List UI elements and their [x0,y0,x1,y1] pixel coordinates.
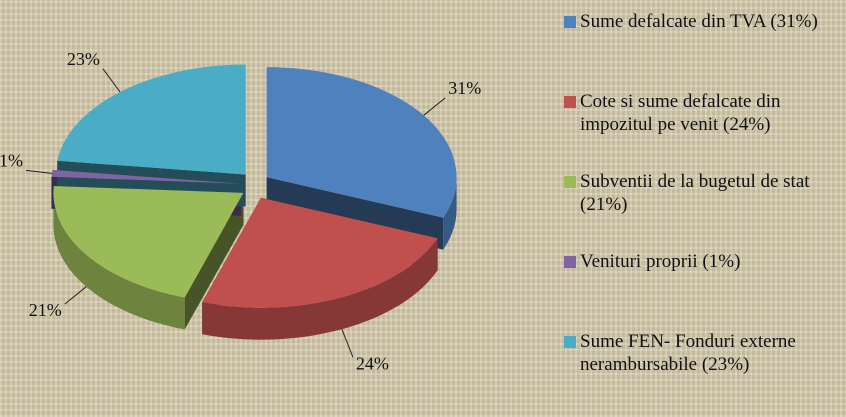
leader-line [25,169,52,174]
data-label: 31% [448,78,481,98]
slice [51,169,242,184]
leader-line [102,68,121,93]
legend-swatch [564,336,576,348]
legend-swatch [564,16,576,28]
slice [266,67,457,218]
legend-label: Subventii de la bugetul de stat (21%) [580,171,810,215]
slice [53,186,244,298]
legend-label: Sume defalcate din TVA (31%) [580,11,818,32]
legend-item: Cote si sume defalcate din impozitul pe … [560,90,845,170]
data-label: 23% [67,49,100,69]
legend-item: Subventii de la bugetul de stat (21%) [560,170,845,250]
legend-swatch [564,176,576,188]
legend-swatch [564,96,576,108]
leader-line [64,286,87,305]
slice-side [202,238,438,340]
legend-swatch [564,256,576,268]
slice [202,197,438,308]
legend: Sume defalcate din TVA (31%) Cote si sume… [560,10,845,410]
legend-item: Sume FEN- Fonduri externe nerambursabile… [560,330,845,410]
legend-item: Sume defalcate din TVA (31%) [560,10,845,90]
data-label: 1% [0,151,23,171]
leader-line [423,97,446,116]
data-label: 24% [356,353,389,373]
slice-wall [184,192,244,330]
pie-area: 31% 24% 21% 1% 23% [0,49,481,374]
legend-item: Venituri proprii (1%) [560,250,845,330]
data-label: 21% [29,300,62,320]
slice-side [53,192,185,330]
slice-side [443,177,457,250]
leader-line [341,329,354,358]
legend-label: Venituri proprii (1%) [580,251,741,272]
legend-label: Cote si sume defalcate din impozitul pe … [580,91,781,135]
slice [57,64,246,175]
legend-label: Sume FEN- Fonduri externe nerambursabile… [580,331,796,375]
